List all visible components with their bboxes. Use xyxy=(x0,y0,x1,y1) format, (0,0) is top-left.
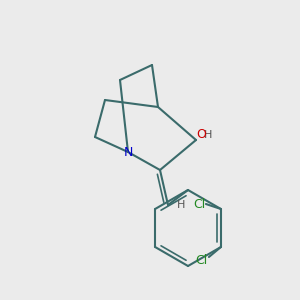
Text: Cl: Cl xyxy=(193,197,205,211)
Text: N: N xyxy=(123,146,133,158)
Text: H: H xyxy=(204,130,212,140)
Text: Cl: Cl xyxy=(195,254,207,268)
Text: H: H xyxy=(177,200,185,210)
Text: O: O xyxy=(196,128,206,142)
